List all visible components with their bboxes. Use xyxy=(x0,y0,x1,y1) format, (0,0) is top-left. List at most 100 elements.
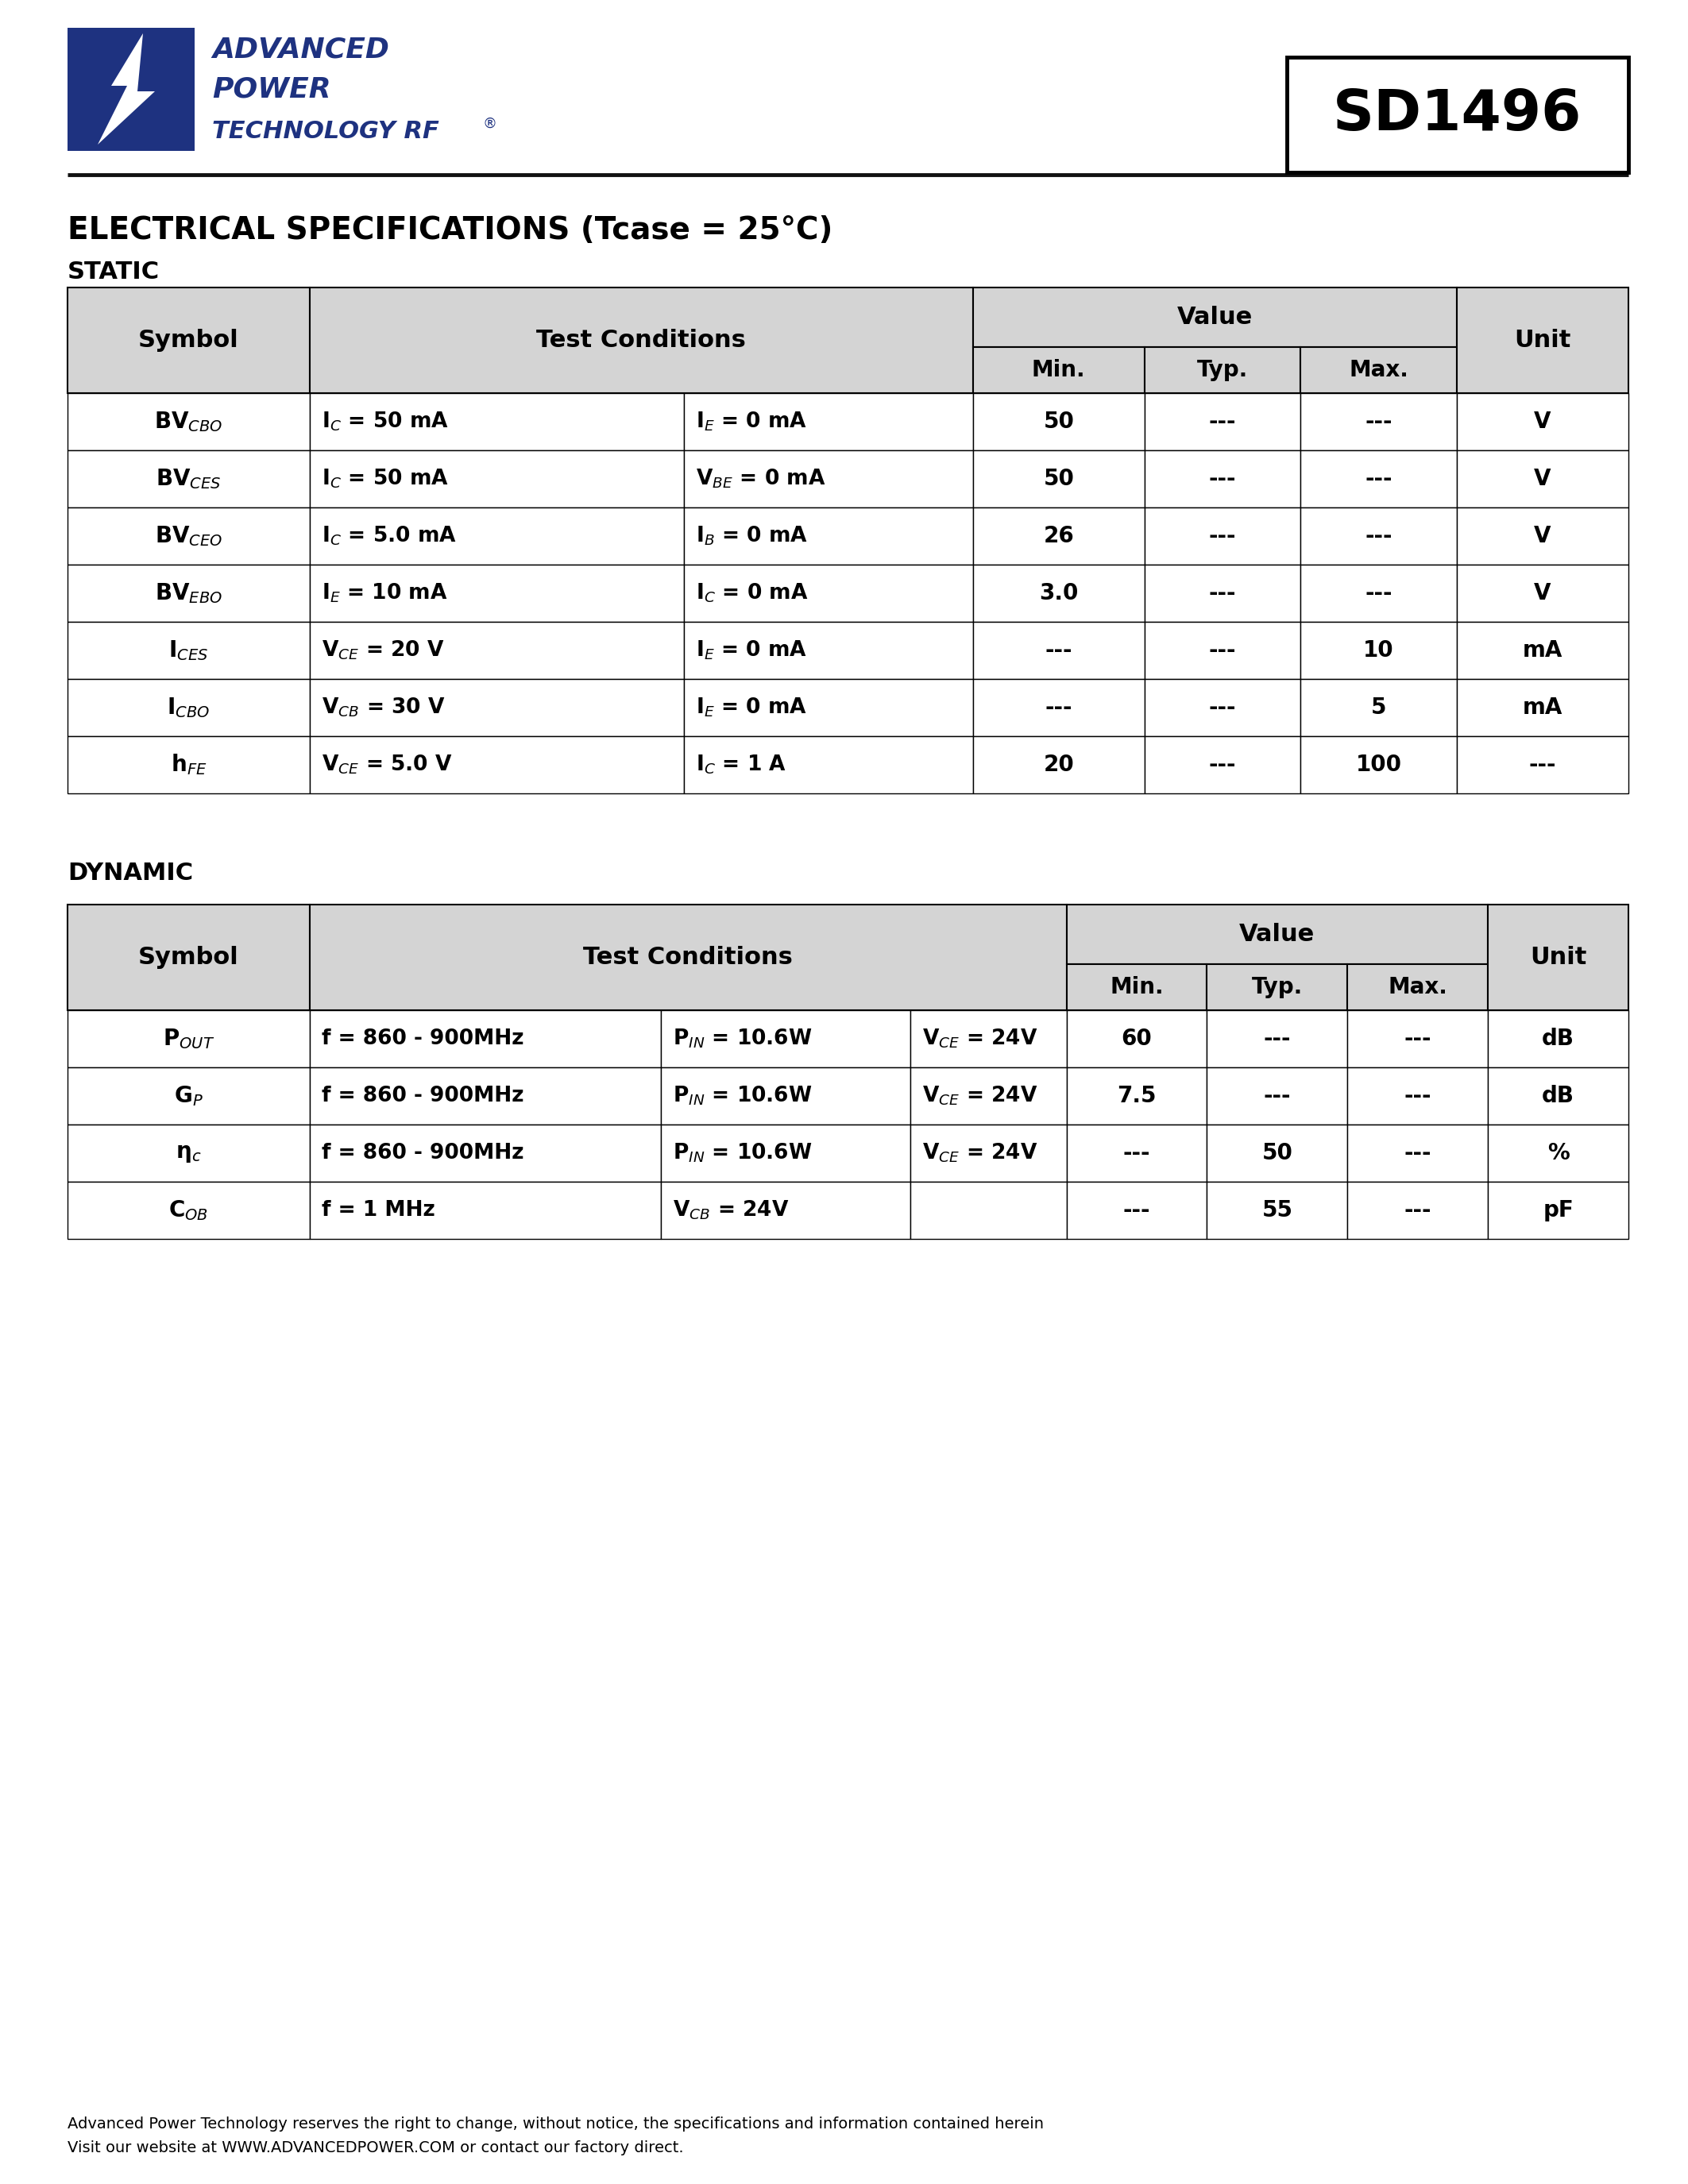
Text: I$_{CES}$: I$_{CES}$ xyxy=(169,638,208,662)
Text: h$_{FE}$: h$_{FE}$ xyxy=(170,753,206,778)
Bar xyxy=(660,1182,910,1238)
Bar xyxy=(1286,57,1629,173)
Bar xyxy=(910,1068,1067,1125)
Text: ---: --- xyxy=(1209,753,1236,775)
Bar xyxy=(1457,736,1629,793)
Text: BV$_{CES}$: BV$_{CES}$ xyxy=(155,467,221,491)
Bar xyxy=(660,1011,910,1068)
Bar xyxy=(972,566,1144,622)
Text: 5: 5 xyxy=(1371,697,1386,719)
Text: Advanced Power Technology reserves the right to change, without notice, the spec: Advanced Power Technology reserves the r… xyxy=(68,2116,1043,2132)
Bar xyxy=(309,507,684,566)
Bar xyxy=(684,393,972,450)
Polygon shape xyxy=(98,33,155,144)
Text: dB: dB xyxy=(1541,1029,1575,1051)
Text: ---: --- xyxy=(1404,1142,1431,1164)
Text: ---: --- xyxy=(1529,753,1556,775)
Text: Typ.: Typ. xyxy=(1252,976,1303,998)
Text: 50: 50 xyxy=(1043,467,1074,489)
Text: Unit: Unit xyxy=(1514,330,1572,352)
Bar xyxy=(684,507,972,566)
Text: V$_{CE}$ = 24V: V$_{CE}$ = 24V xyxy=(922,1142,1038,1164)
Text: 3.0: 3.0 xyxy=(1040,583,1079,605)
Text: V$_{CB}$ = 24V: V$_{CB}$ = 24V xyxy=(672,1199,788,1221)
Text: P$_{IN}$ = 10.6W: P$_{IN}$ = 10.6W xyxy=(672,1085,812,1107)
Bar xyxy=(1301,507,1457,566)
Bar xyxy=(1301,622,1457,679)
Text: η$_c$: η$_c$ xyxy=(176,1142,201,1164)
Text: POWER: POWER xyxy=(213,76,331,103)
Bar xyxy=(1457,566,1629,622)
Bar xyxy=(68,679,309,736)
Bar xyxy=(1207,1125,1347,1182)
Text: ---: --- xyxy=(1045,640,1072,662)
Bar xyxy=(972,393,1144,450)
Text: I$_E$ = 0 mA: I$_E$ = 0 mA xyxy=(695,697,807,719)
Text: ---: --- xyxy=(1366,467,1393,489)
Bar xyxy=(309,1068,660,1125)
Bar xyxy=(1301,450,1457,507)
Text: 20: 20 xyxy=(1043,753,1074,775)
Text: ---: --- xyxy=(1264,1085,1291,1107)
Bar xyxy=(1301,393,1457,450)
Text: 26: 26 xyxy=(1043,524,1074,548)
Text: f = 860 - 900MHz: f = 860 - 900MHz xyxy=(321,1085,523,1107)
Text: ---: --- xyxy=(1366,583,1393,605)
Bar xyxy=(309,1011,660,1068)
Bar xyxy=(910,1011,1067,1068)
Text: ---: --- xyxy=(1404,1199,1431,1221)
Text: Visit our website at WWW.ADVANCEDPOWER.COM or contact our factory direct.: Visit our website at WWW.ADVANCEDPOWER.C… xyxy=(68,2140,684,2156)
Text: I$_C$ = 0 mA: I$_C$ = 0 mA xyxy=(695,581,809,605)
Bar xyxy=(1067,1182,1207,1238)
Bar xyxy=(309,288,972,393)
Bar xyxy=(68,28,194,151)
Bar xyxy=(972,679,1144,736)
Bar xyxy=(972,450,1144,507)
Text: mA: mA xyxy=(1523,640,1563,662)
Bar xyxy=(309,1125,660,1182)
Text: Min.: Min. xyxy=(1031,358,1085,382)
Bar xyxy=(1487,1011,1629,1068)
Text: 10: 10 xyxy=(1364,640,1394,662)
Text: ---: --- xyxy=(1404,1029,1431,1051)
Bar xyxy=(660,1068,910,1125)
Bar xyxy=(1347,1125,1487,1182)
Text: f = 860 - 900MHz: f = 860 - 900MHz xyxy=(321,1029,523,1048)
Text: I$_C$ = 1 A: I$_C$ = 1 A xyxy=(695,753,787,775)
Text: G$_P$: G$_P$ xyxy=(174,1083,203,1107)
Bar xyxy=(972,622,1144,679)
Text: Symbol: Symbol xyxy=(138,330,238,352)
Text: Value: Value xyxy=(1239,924,1315,946)
Bar xyxy=(972,507,1144,566)
Bar xyxy=(1144,347,1301,393)
Text: 50: 50 xyxy=(1043,411,1074,432)
Text: ---: --- xyxy=(1404,1085,1431,1107)
Text: ®: ® xyxy=(483,116,496,131)
Text: Test Conditions: Test Conditions xyxy=(537,330,746,352)
Text: ---: --- xyxy=(1209,697,1236,719)
Bar xyxy=(309,622,684,679)
Bar xyxy=(1067,904,1487,963)
Text: V$_{CE}$ = 24V: V$_{CE}$ = 24V xyxy=(922,1085,1038,1107)
Bar xyxy=(1144,507,1301,566)
Text: 50: 50 xyxy=(1263,1142,1293,1164)
Bar xyxy=(309,736,684,793)
Text: ---: --- xyxy=(1209,524,1236,548)
Bar xyxy=(1487,1068,1629,1125)
Bar xyxy=(660,1125,910,1182)
Text: ---: --- xyxy=(1366,411,1393,432)
Bar xyxy=(309,566,684,622)
Text: ---: --- xyxy=(1209,411,1236,432)
Bar xyxy=(910,1182,1067,1238)
Bar xyxy=(1457,450,1629,507)
Text: V$_{BE}$ = 0 mA: V$_{BE}$ = 0 mA xyxy=(695,467,825,489)
Bar xyxy=(1144,566,1301,622)
Text: DYNAMIC: DYNAMIC xyxy=(68,860,192,885)
Bar xyxy=(1301,347,1457,393)
Bar xyxy=(684,736,972,793)
Bar xyxy=(68,1068,309,1125)
Bar xyxy=(1457,393,1629,450)
Text: Unit: Unit xyxy=(1529,946,1587,970)
Text: Max.: Max. xyxy=(1388,976,1447,998)
Bar xyxy=(1347,1182,1487,1238)
